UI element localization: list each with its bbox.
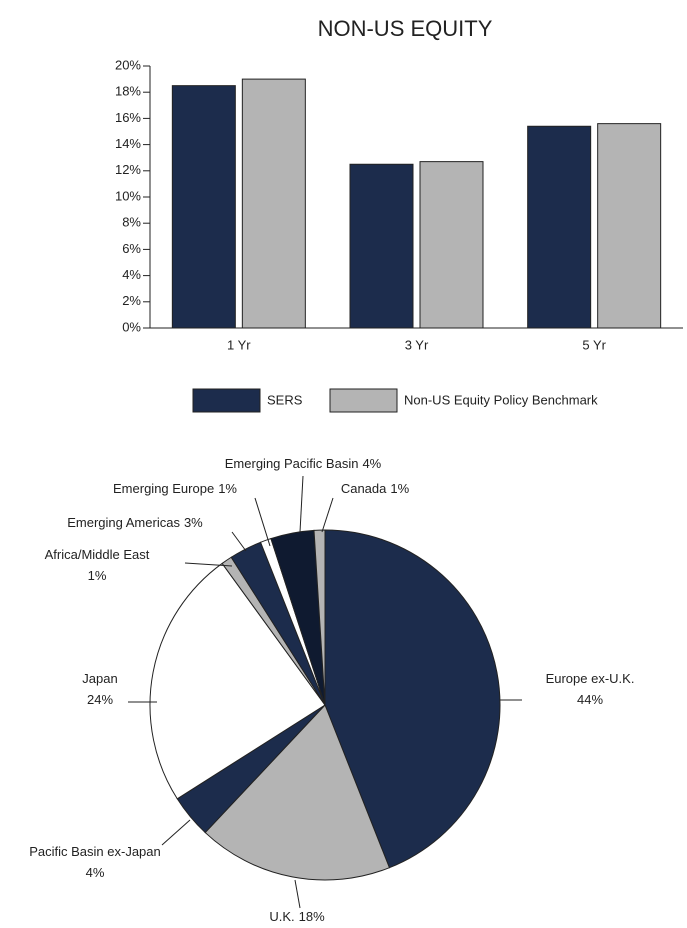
- slice-value: 44%: [577, 692, 603, 707]
- slice-label: Emerging Pacific Basin 4%: [225, 456, 382, 471]
- slice-label: Canada 1%: [341, 481, 410, 496]
- y-tick-label: 16%: [115, 110, 141, 125]
- slice-value: 18%: [299, 909, 325, 924]
- chart-title: NON-US EQUITY: [318, 16, 493, 41]
- legend-label: Non-US Equity Policy Benchmark: [404, 392, 598, 407]
- y-tick-label: 0%: [122, 319, 141, 334]
- slice-name: Emerging Americas: [67, 515, 180, 530]
- legend-label: SERS: [267, 392, 303, 407]
- bar: [597, 123, 662, 329]
- bar: [349, 163, 414, 329]
- slice-value: 4%: [86, 865, 105, 880]
- leader-line: [254, 497, 271, 547]
- y-tick-label: 2%: [122, 293, 141, 308]
- leader-line: [294, 879, 301, 909]
- y-tick-label: 10%: [115, 188, 141, 203]
- pie-slice: [149, 562, 326, 800]
- pie-slice: [204, 704, 391, 881]
- y-tick-label: 6%: [122, 241, 141, 256]
- slice-label: Japan 24%: [82, 671, 117, 707]
- slice-label: U.K. 18%: [269, 909, 325, 924]
- leader-line: [321, 497, 334, 533]
- slice-name: Emerging Pacific Basin: [225, 456, 359, 471]
- y-tick-label: 18%: [115, 84, 141, 99]
- slice-value: 4%: [362, 456, 381, 471]
- y-tick-label: 12%: [115, 162, 141, 177]
- slice-value: 3%: [184, 515, 203, 530]
- slice-label: Pacific Basin ex-Japan 4%: [29, 844, 161, 880]
- slice-label: Africa/Middle East 1%: [45, 547, 150, 583]
- bar: [527, 125, 592, 329]
- slice-name: U.K.: [269, 909, 294, 924]
- x-tick-label: 3 Yr: [405, 337, 429, 352]
- leader-line: [161, 819, 191, 846]
- slice-name: Emerging Europe: [113, 481, 214, 496]
- x-tick-label: 1 Yr: [227, 337, 251, 352]
- bar: [419, 161, 484, 329]
- slice-name: Japan: [82, 671, 117, 686]
- legend-swatch: [329, 388, 398, 413]
- pie-slice: [313, 529, 326, 706]
- slice-name: Africa/Middle East: [45, 547, 150, 562]
- legend-swatch: [192, 388, 261, 413]
- bar: [171, 85, 236, 329]
- slice-value: 1%: [390, 481, 409, 496]
- slice-name: Europe ex-U.K.: [546, 671, 635, 686]
- slice-name: Canada: [341, 481, 387, 496]
- y-tick-label: 20%: [115, 57, 141, 72]
- slice-value: 1%: [88, 568, 107, 583]
- pie-slice: [324, 529, 501, 869]
- y-tick-label: 4%: [122, 267, 141, 282]
- y-tick-label: 8%: [122, 215, 141, 230]
- slice-label: Europe ex-U.K. 44%: [546, 671, 635, 707]
- slice-value: 1%: [218, 481, 237, 496]
- leader-line: [184, 562, 233, 567]
- slice-label: Emerging Europe 1%: [113, 481, 237, 496]
- slice-value: 24%: [87, 692, 113, 707]
- x-tick-label: 5 Yr: [582, 337, 606, 352]
- y-tick-label: 14%: [115, 136, 141, 151]
- slice-name: Pacific Basin ex-Japan: [29, 844, 161, 859]
- leader-line: [299, 475, 304, 533]
- bar: [241, 78, 306, 329]
- leader-line: [231, 531, 247, 552]
- slice-label: Emerging Americas 3%: [67, 515, 203, 530]
